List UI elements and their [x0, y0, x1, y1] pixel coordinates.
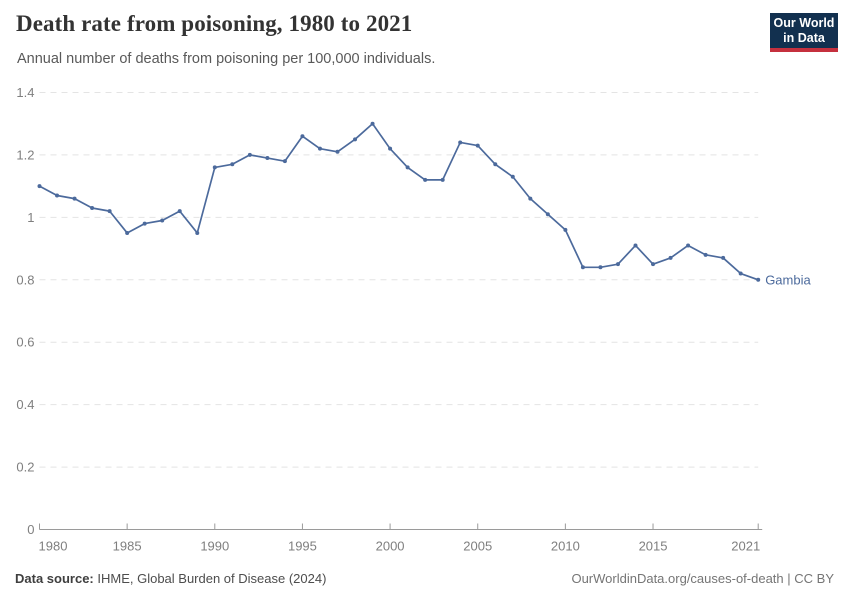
- y-axis-label: 0: [27, 522, 34, 537]
- data-point: [440, 177, 445, 182]
- y-axis-label: 0.8: [16, 272, 34, 287]
- data-point: [160, 218, 165, 223]
- data-point: [388, 146, 393, 151]
- y-axis-label: 1: [27, 210, 34, 225]
- data-point: [510, 174, 515, 179]
- data-point: [300, 134, 305, 139]
- data-point: [265, 156, 270, 161]
- data-point: [651, 262, 656, 267]
- y-axis-label: 1.4: [16, 85, 34, 100]
- x-axis-label: 2005: [463, 539, 492, 554]
- data-point: [580, 265, 585, 270]
- owid-logo-line1: Our World: [773, 16, 835, 30]
- x-axis-label: 2010: [551, 539, 580, 554]
- data-point: [247, 152, 252, 157]
- data-point: [353, 137, 358, 142]
- data-point: [668, 255, 673, 260]
- x-axis-label: 1980: [39, 539, 68, 554]
- data-point: [405, 165, 410, 170]
- data-point: [142, 221, 147, 226]
- footer-license: CC BY: [794, 571, 834, 586]
- footer-source-text: IHME, Global Burden of Disease (2024): [93, 571, 327, 586]
- data-point: [370, 121, 375, 126]
- data-line: [38, 122, 760, 281]
- data-point: [545, 212, 550, 217]
- y-axis-label: 0.6: [16, 335, 34, 350]
- data-point: [633, 243, 638, 248]
- data-point: [317, 146, 322, 151]
- data-point: [230, 162, 235, 167]
- data-point: [423, 177, 428, 182]
- data-point: [721, 255, 726, 260]
- footer-separator: |: [783, 571, 795, 586]
- data-point: [177, 209, 182, 214]
- data-point: [282, 159, 287, 164]
- chart-subtitle: Annual number of deaths from poisoning p…: [17, 51, 436, 67]
- data-point: [703, 252, 708, 257]
- data-point: [335, 149, 340, 154]
- owid-logo-text: Our World in Data: [770, 13, 838, 48]
- data-point: [493, 162, 498, 167]
- data-point: [212, 165, 217, 170]
- footer-link[interactable]: OurWorldinData.org/causes-of-death: [571, 571, 784, 586]
- page-title: Death rate from poisoning, 1980 to 2021: [16, 11, 413, 36]
- data-point: [125, 230, 130, 235]
- x-axis-label: 2000: [376, 539, 405, 554]
- footer-source-label: Data source:: [15, 571, 94, 586]
- data-point: [615, 262, 620, 267]
- y-axis-label: 0.4: [16, 397, 34, 412]
- x-axis-label: 2021: [731, 539, 760, 554]
- x-axis-label: 1985: [113, 539, 142, 554]
- data-point: [195, 230, 200, 235]
- owid-logo-bar: [770, 48, 838, 52]
- data-point: [686, 243, 691, 248]
- x-axis-label: 1995: [288, 539, 317, 554]
- y-axis-label: 1.2: [16, 147, 34, 162]
- data-point: [738, 271, 743, 276]
- x-axis-label: 1990: [200, 539, 229, 554]
- data-point: [563, 227, 568, 232]
- data-point: [72, 196, 77, 201]
- owid-logo-line2: in Data: [783, 31, 825, 45]
- x-axis-label: 2015: [639, 539, 668, 554]
- data-point: [458, 140, 463, 145]
- entity-label: Gambia: [765, 272, 811, 287]
- data-point: [37, 184, 42, 189]
- y-axis-label: 0.2: [16, 460, 34, 475]
- footer-credits: OurWorldinData.org/causes-of-death | CC …: [571, 571, 834, 586]
- data-point: [598, 265, 603, 270]
- data-point: [55, 193, 60, 198]
- data-point: [528, 196, 533, 201]
- owid-logo: Our World in Data: [770, 13, 838, 52]
- data-point: [475, 143, 480, 148]
- data-point: [107, 209, 112, 214]
- data-point: [756, 277, 761, 282]
- data-point: [90, 205, 95, 210]
- footer-source: Data source: IHME, Global Burden of Dise…: [15, 571, 326, 586]
